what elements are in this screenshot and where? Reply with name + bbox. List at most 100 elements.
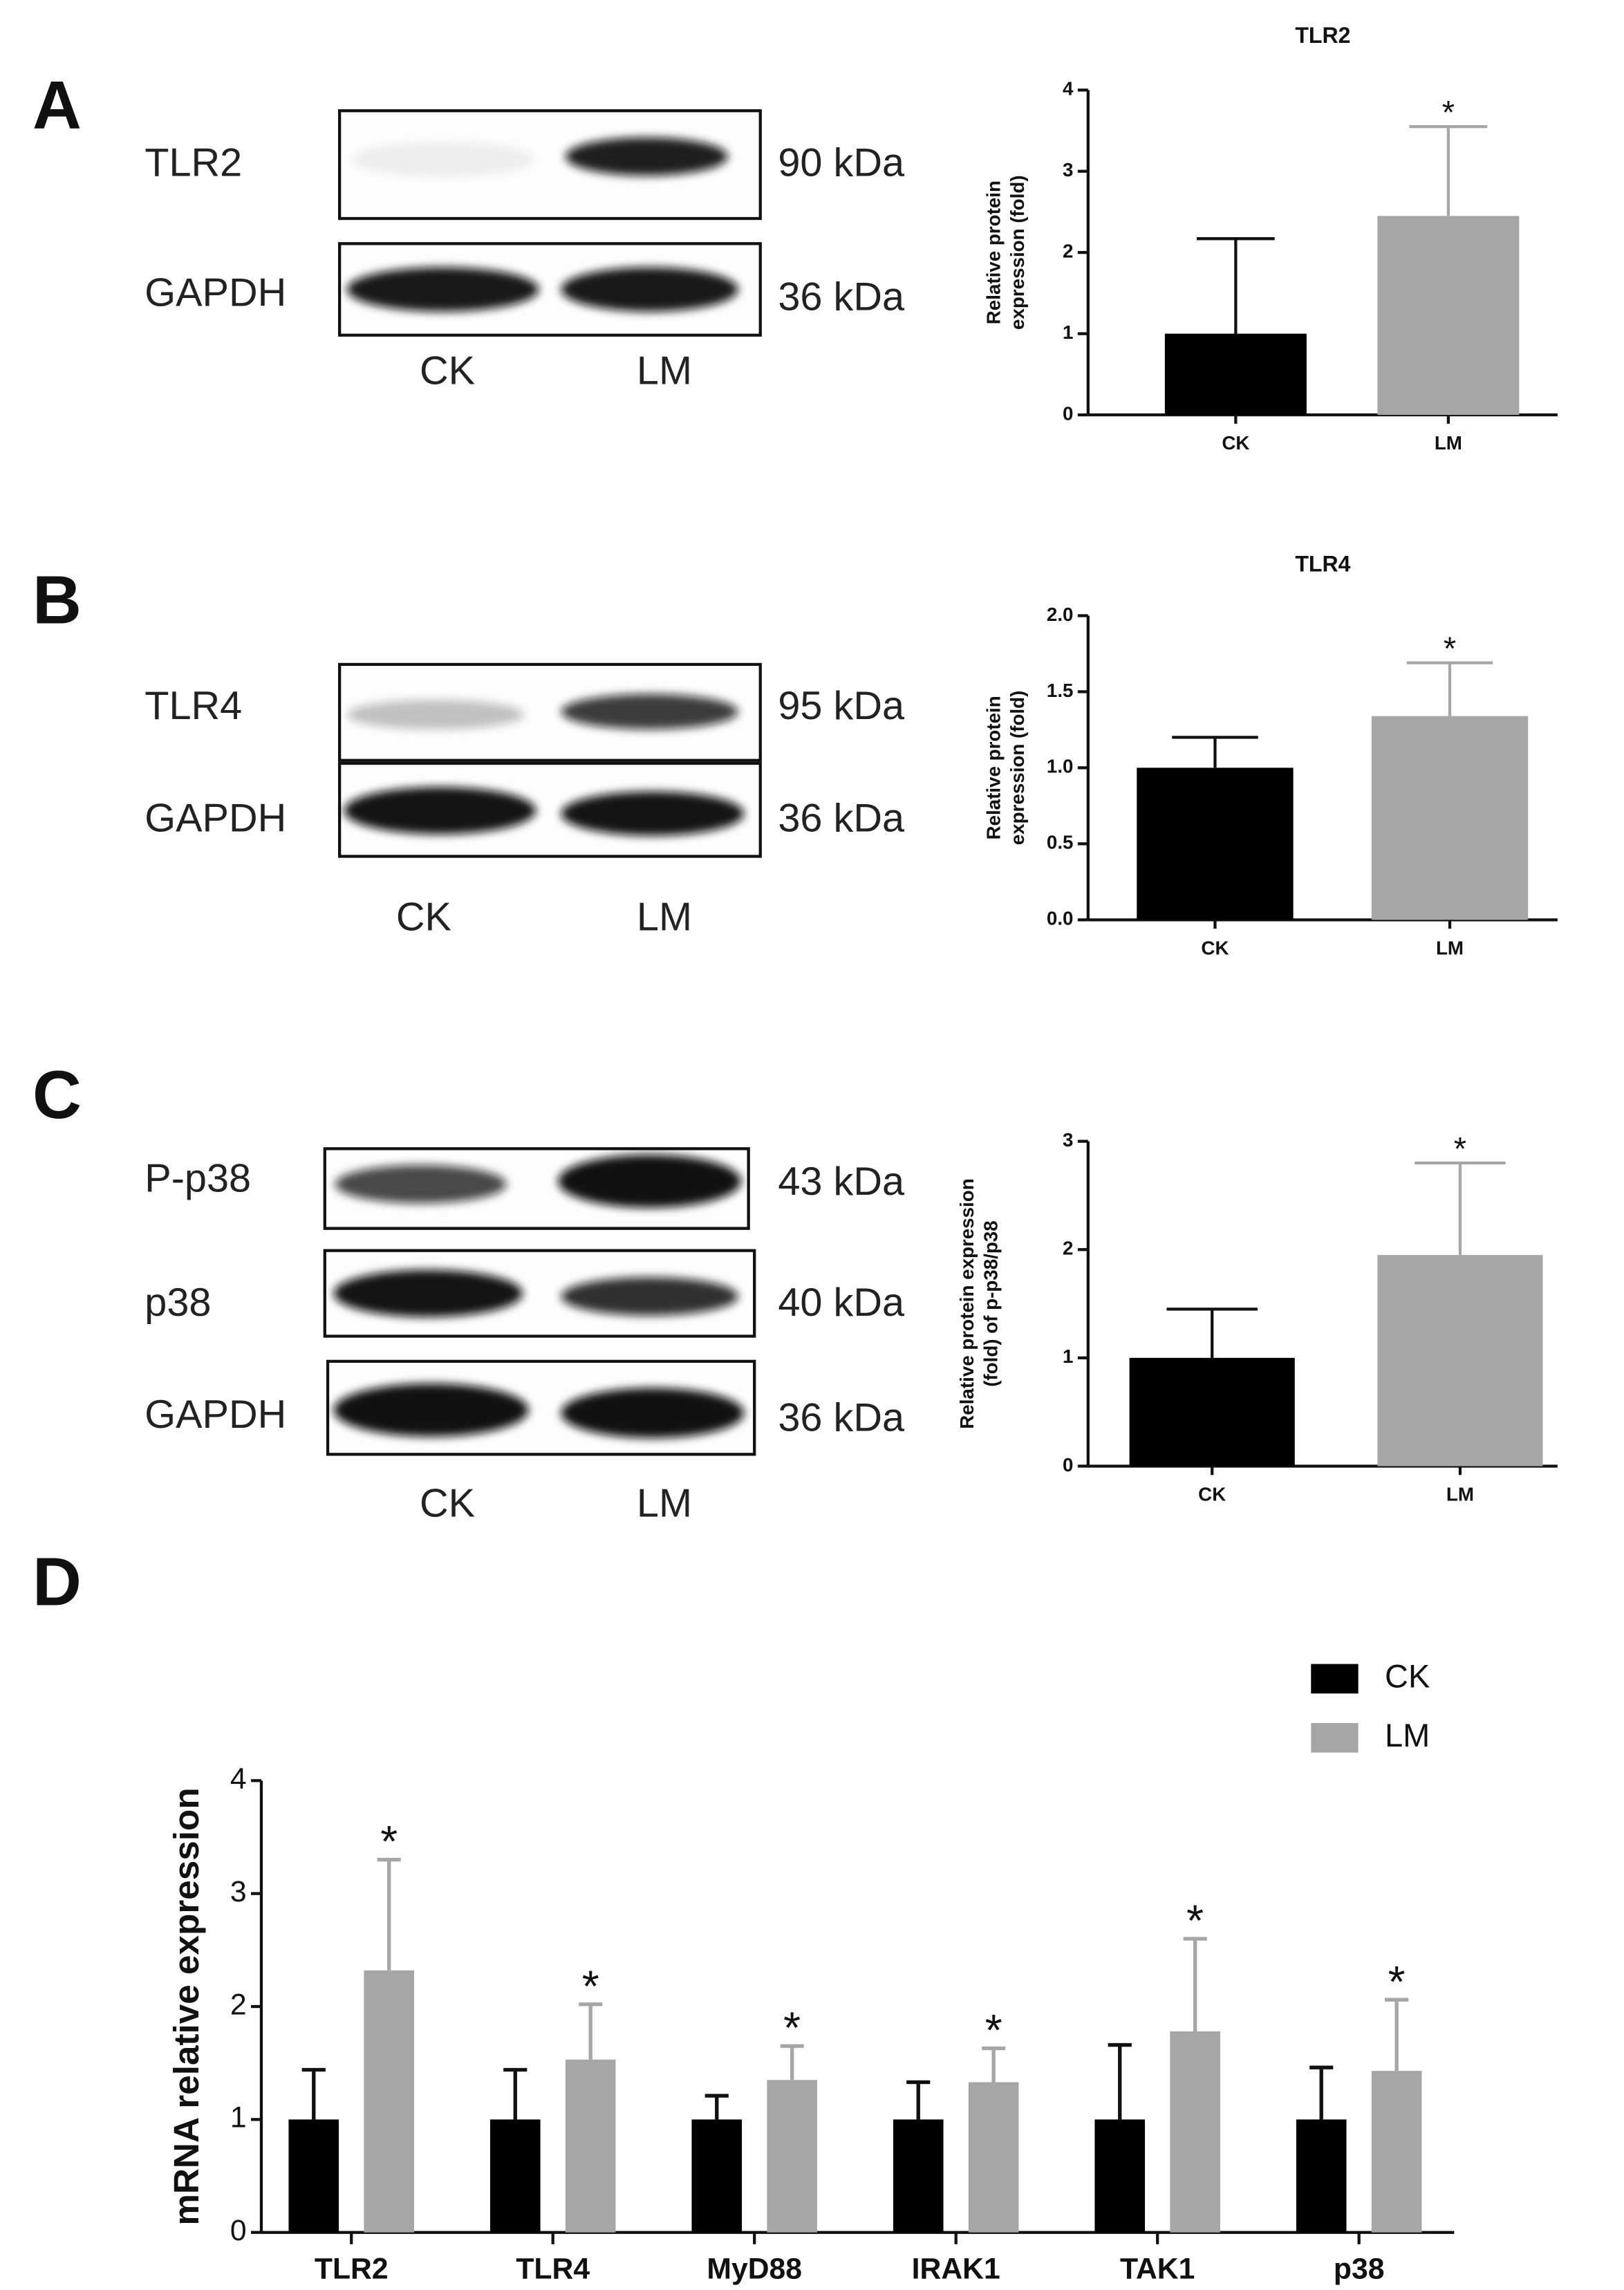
blot-row-label: TLR4 — [144, 684, 242, 728]
error-bar — [906, 2080, 931, 2120]
blot-size: 36 kDa — [778, 1395, 905, 1440]
bar — [1377, 216, 1520, 416]
error-bar — [1409, 124, 1488, 216]
y-axis-label: mRNA relative expression — [167, 1787, 206, 2225]
significance-mark: * — [1388, 1957, 1406, 2007]
y-axis-label: Relative protein — [983, 696, 1005, 839]
bar — [1094, 2119, 1146, 2233]
x-tick-label: TAK1 — [1120, 2253, 1195, 2286]
bar — [1377, 1255, 1543, 1467]
panel-letter: B — [32, 561, 82, 637]
band — [558, 1154, 741, 1208]
x-tick-label: LM — [1436, 937, 1464, 958]
bar — [1164, 333, 1307, 416]
error-bar — [1309, 2065, 1334, 2120]
band — [351, 141, 535, 178]
chart-title: TLR4 — [1295, 551, 1350, 576]
error-bar — [1196, 237, 1275, 334]
bar — [1296, 2119, 1347, 2233]
x-tick-label: TLR4 — [516, 2253, 590, 2286]
error-bar — [1385, 1998, 1409, 2072]
bar — [1170, 2031, 1220, 2233]
x-tick-label: LM — [1435, 432, 1462, 454]
error-bar — [579, 2002, 603, 2060]
x-tick-label: LM — [1446, 1483, 1474, 1505]
bar — [1137, 767, 1294, 920]
blot-row-label: TLR2 — [144, 140, 242, 185]
significance-mark: * — [1186, 1896, 1204, 1946]
bar — [1129, 1357, 1295, 1467]
y-tick-label: 1 — [1063, 322, 1073, 343]
lane-label: CK — [396, 895, 451, 940]
band — [333, 1269, 523, 1317]
band — [561, 1388, 745, 1438]
legend-label: CK — [1385, 1657, 1430, 1694]
y-tick-label: 4 — [1063, 78, 1074, 100]
blot-size: 36 kDa — [778, 275, 905, 319]
significance-mark: * — [1444, 630, 1456, 667]
y-tick-label: 4 — [230, 1762, 247, 1796]
error-bar — [982, 2046, 1006, 2083]
lane-label: CK — [420, 348, 475, 393]
y-tick-label: 0 — [230, 2214, 247, 2247]
y-axis-label: expression (fold) — [1007, 175, 1028, 330]
error-bar — [1415, 1161, 1506, 1256]
blot-size: 90 kDa — [778, 140, 905, 185]
error-bar — [704, 2094, 729, 2120]
panel-letter: C — [32, 1056, 82, 1133]
x-tick-label: MyD88 — [707, 2253, 802, 2286]
bar — [364, 1970, 414, 2233]
y-axis-label: Relative protein expression — [956, 1178, 978, 1428]
western-blot — [338, 109, 762, 337]
blot-size: 40 kDa — [778, 1281, 905, 1325]
legend-swatch — [1311, 1723, 1359, 1753]
legend-swatch — [1311, 1664, 1359, 1694]
x-tick-label: IRAK1 — [912, 2253, 1000, 2286]
lane-label: LM — [637, 895, 692, 940]
y-tick-label: 2 — [1063, 1238, 1073, 1259]
band — [344, 787, 536, 835]
bar — [1371, 2071, 1422, 2233]
error-bar — [503, 2067, 528, 2120]
lane-label: CK — [420, 1481, 475, 1525]
band — [346, 700, 525, 729]
x-tick-label: p38 — [1334, 2253, 1385, 2286]
y-tick-label: 2 — [1063, 240, 1073, 261]
western-blot — [323, 1147, 756, 1456]
y-tick-label: 0 — [1063, 402, 1073, 424]
significance-mark: * — [380, 1816, 398, 1866]
y-tick-label: 2 — [230, 1988, 247, 2021]
error-bar — [1172, 736, 1258, 768]
bar — [691, 2119, 743, 2233]
band — [561, 267, 738, 312]
significance-mark: * — [1454, 1130, 1466, 1166]
significance-mark: * — [985, 2005, 1002, 2055]
y-tick-label: 0 — [1063, 1454, 1073, 1476]
error-bar — [1166, 1307, 1258, 1358]
bar — [893, 2119, 944, 2233]
x-tick-label: CK — [1201, 937, 1229, 958]
x-tick-label: CK — [1198, 1483, 1226, 1505]
blot-size: 43 kDa — [778, 1160, 905, 1204]
band — [346, 267, 539, 312]
error-bar — [301, 2067, 326, 2120]
error-bar — [1108, 2042, 1132, 2120]
x-tick-label: CK — [1222, 432, 1249, 454]
y-axis-label: Relative protein — [983, 180, 1005, 324]
bar — [288, 2119, 339, 2233]
error-bar — [780, 2044, 804, 2080]
bar — [565, 2059, 616, 2233]
lane-label: LM — [637, 348, 692, 393]
blot-size: 95 kDa — [778, 684, 905, 728]
chart-title: TLR2 — [1295, 23, 1350, 48]
y-tick-label: 1.0 — [1047, 756, 1074, 777]
blot-row-label: GAPDH — [144, 797, 286, 841]
significance-mark: * — [1442, 93, 1455, 130]
panel-letter: D — [32, 1544, 82, 1620]
band — [333, 1383, 529, 1437]
error-bar — [1183, 1937, 1207, 2031]
western-blot — [338, 662, 762, 858]
band — [335, 1164, 507, 1204]
y-tick-label: 3 — [1063, 159, 1073, 180]
